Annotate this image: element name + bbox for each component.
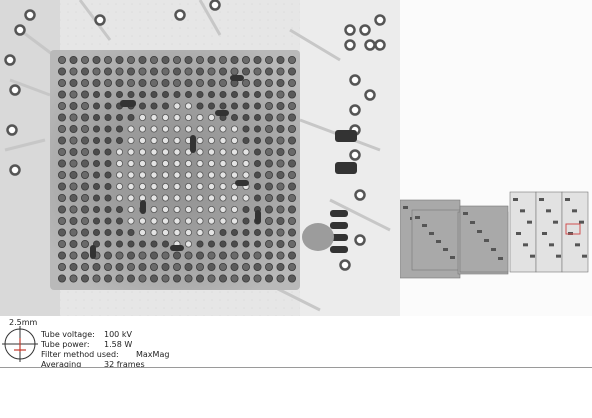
tube-voltage-label: Tube voltage:: [41, 330, 95, 339]
averaging-label: Averaging: [41, 360, 82, 369]
crosshair-icon: [2, 326, 38, 362]
thumbnail-4[interactable]: [509, 191, 537, 273]
filter-method-value: MaxMag: [136, 350, 170, 359]
scale-bar-label: 2.5mm: [9, 318, 38, 327]
empty-area: [0, 368, 592, 418]
separator-line: [0, 367, 592, 368]
xray-image: [0, 0, 400, 316]
tube-power-value: 1.58 W: [104, 340, 133, 349]
tube-power-label: Tube power:: [41, 340, 90, 349]
averaging-value: 32 frames: [104, 360, 145, 369]
filter-method-label: Filter method used:: [41, 350, 119, 359]
thumbnail-strip: [400, 0, 592, 316]
thumbnail-2[interactable]: [411, 209, 461, 271]
selection-marker: [565, 223, 581, 235]
parameter-panel: [0, 316, 592, 368]
tube-voltage-value: 100 kV: [104, 330, 132, 339]
thumbnail-5[interactable]: [535, 191, 563, 273]
